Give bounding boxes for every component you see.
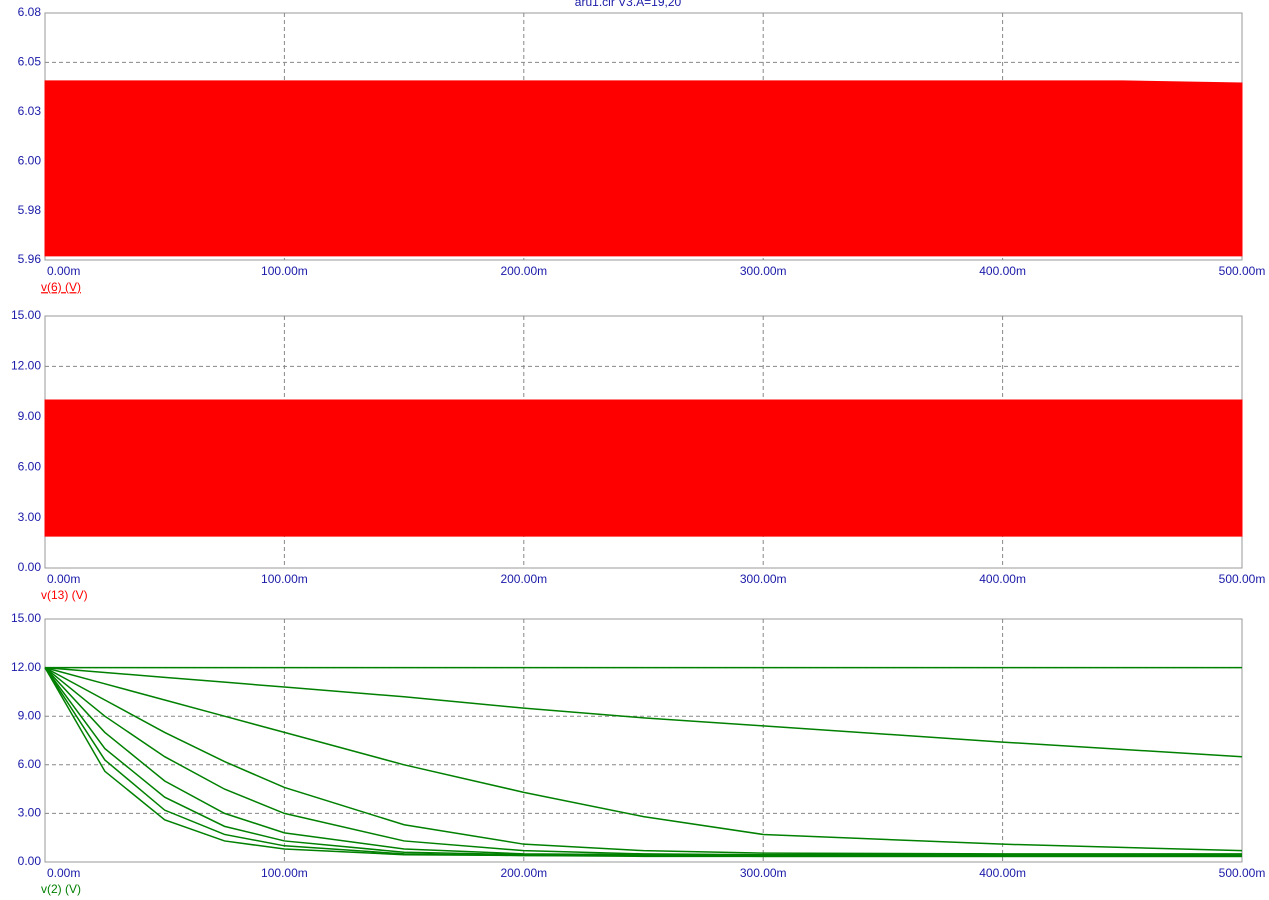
y-tick-label: 5.98	[18, 203, 42, 217]
y-tick-label: 9.00	[18, 409, 42, 423]
y-tick-label: 3.00	[18, 806, 42, 820]
y-tick-label: 12.00	[11, 660, 41, 674]
x-tick-label: 400.00m	[979, 866, 1026, 880]
y-tick-label: 15.00	[11, 611, 41, 625]
x-tick-label: 100.00m	[261, 264, 308, 278]
chart-title: aru1.cir V3.A=19,20	[575, 0, 682, 9]
y-tick-label: 12.00	[11, 359, 41, 373]
x-tick-label: 0.00m	[47, 572, 80, 586]
trace-line	[44, 666, 1243, 852]
y-tick-label: 6.03	[18, 104, 42, 118]
y-tick-label: 3.00	[18, 510, 42, 524]
trace-line	[44, 667, 1242, 856]
y-tick-label: 0.00	[18, 854, 42, 868]
trace-label: v(6) (V)	[41, 280, 81, 294]
trace-line	[44, 667, 1242, 858]
x-tick-label: 300.00m	[740, 264, 787, 278]
plot-frame	[44, 618, 1243, 863]
y-tick-label: 6.00	[18, 153, 42, 167]
y-tick-label: 15.00	[11, 308, 41, 322]
x-tick-label: 0.00m	[47, 866, 80, 880]
x-tick-label: 100.00m	[261, 866, 308, 880]
y-tick-label: 6.08	[18, 5, 42, 19]
x-tick-label: 300.00m	[740, 572, 787, 586]
x-tick-label: 500.00m	[1219, 264, 1266, 278]
trace-line	[44, 667, 1242, 857]
x-tick-label: 500.00m	[1219, 866, 1266, 880]
x-tick-label: 500.00m	[1219, 572, 1266, 586]
x-tick-label: 200.00m	[500, 866, 547, 880]
x-tick-label: 300.00m	[740, 866, 787, 880]
trace-line	[44, 666, 1243, 758]
y-tick-label: 6.00	[18, 459, 42, 473]
y-tick-label: 0.00	[18, 560, 42, 574]
x-tick-label: 200.00m	[500, 572, 547, 586]
x-tick-label: 400.00m	[979, 264, 1026, 278]
signal-band	[44, 399, 1243, 537]
x-tick-label: 0.00m	[47, 264, 80, 278]
x-tick-label: 200.00m	[500, 264, 547, 278]
y-tick-label: 6.05	[18, 55, 42, 69]
y-tick-label: 6.00	[18, 757, 42, 771]
y-tick-label: 5.96	[18, 252, 42, 266]
y-tick-label: 9.00	[18, 708, 42, 722]
signal-band	[44, 80, 1243, 257]
x-tick-label: 400.00m	[979, 572, 1026, 586]
trace-line	[44, 666, 1242, 855]
trace-label: v(2) (V)	[41, 882, 81, 896]
x-tick-label: 100.00m	[261, 572, 308, 586]
trace-label: v(13) (V)	[41, 588, 88, 602]
